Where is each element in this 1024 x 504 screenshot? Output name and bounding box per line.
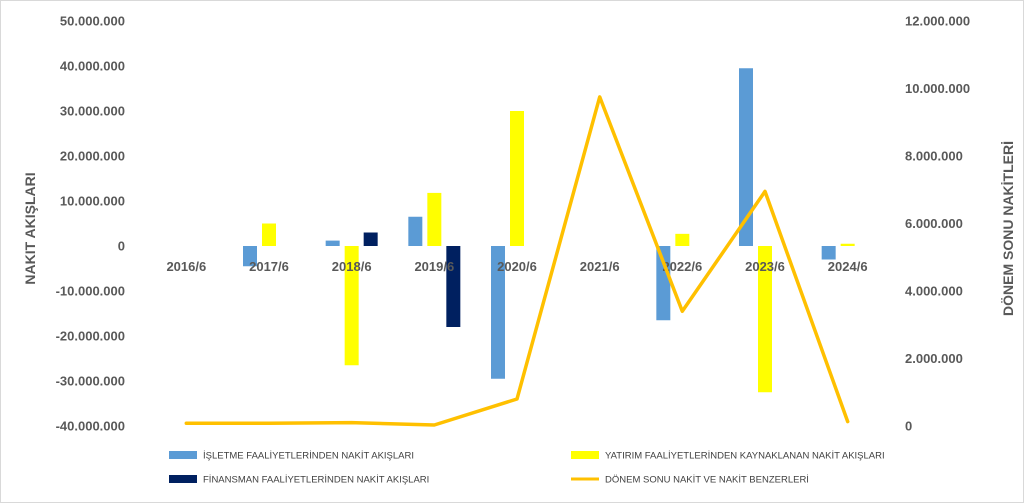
x-tick-label: 2024/6 xyxy=(828,259,868,274)
bar-2023-6-series-1 xyxy=(739,68,753,246)
y-tick-label: 0 xyxy=(118,239,125,254)
y-tick-label: -30.000.000 xyxy=(56,374,125,389)
bar-2024-6-series-1 xyxy=(821,246,836,260)
legend-label: YATIRIM FAALİYETLERİNDEN KAYNAKLANAN NAK… xyxy=(605,451,885,462)
bar-2017-6-series-2 xyxy=(262,223,276,246)
x-tick-label: 2020/6 xyxy=(497,259,537,274)
bar-2023-6-series-2 xyxy=(758,246,772,393)
bar-2024-6-series-2 xyxy=(840,243,855,246)
bar-2020-6-series-1 xyxy=(491,246,505,379)
y-tick-label: 30.000.000 xyxy=(60,104,125,119)
y-axis-title: NAKIT AKIŞLARI xyxy=(22,172,38,284)
y-tick-label: 20.000.000 xyxy=(60,149,125,164)
legend-swatch xyxy=(169,451,197,459)
y2-tick-label: 10.000.000 xyxy=(905,81,970,96)
line-donem-sonu-nakit xyxy=(184,95,850,427)
legend-label: DÖNEM SONU NAKİT VE NAKİT BENZERLERİ xyxy=(605,475,809,486)
x-tick-label: 2021/6 xyxy=(580,259,620,274)
y-tick-label: 50.000.000 xyxy=(60,14,125,29)
legend-label: İŞLETME FAALİYETLERİNDEN NAKİT AKIŞLARI xyxy=(203,451,414,462)
y-tick-label: 40.000.000 xyxy=(60,59,125,74)
x-tick-label: 2023/6 xyxy=(745,259,785,274)
y2-tick-label: 8.000.000 xyxy=(905,149,963,164)
y2-tick-label: 0 xyxy=(905,419,912,434)
bar-2022-6-series-2 xyxy=(675,233,690,246)
x-tick-label: 2018/6 xyxy=(332,259,372,274)
x-tick-label: 2019/6 xyxy=(414,259,454,274)
x-tick-label: 2017/6 xyxy=(249,259,289,274)
bar-2019-6-series-2 xyxy=(427,192,442,246)
bar-2022-6-series-1 xyxy=(656,246,671,321)
y-tick-label: 10.000.000 xyxy=(60,194,125,209)
x-tick-label: 2022/6 xyxy=(662,259,702,274)
y2-axis-title: DÖNEM SONU NAKİTLERİ xyxy=(1000,141,1016,316)
bar-2020-6-series-2 xyxy=(510,111,524,246)
bar-2017-6-series-1 xyxy=(243,246,257,267)
legend-label: FİNANSMAN FAALİYETLERİNDEN NAKİT AKIŞLAR… xyxy=(203,475,429,486)
bar-2018-6-series-3 xyxy=(363,232,378,246)
legend-swatch xyxy=(169,475,197,483)
x-tick-label: 2016/6 xyxy=(166,259,206,274)
y-tick-label: -10.000.000 xyxy=(56,284,125,299)
y2-tick-label: 4.000.000 xyxy=(905,284,963,299)
bar-2019-6-series-3 xyxy=(446,246,461,327)
y2-tick-label: 6.000.000 xyxy=(905,216,963,231)
y-tick-label: -20.000.000 xyxy=(56,329,125,344)
bar-2019-6-series-1 xyxy=(408,216,423,246)
bar-2018-6-series-2 xyxy=(344,246,359,366)
y2-tick-label: 12.000.000 xyxy=(905,14,970,29)
legend-swatch xyxy=(571,451,599,459)
bar-2018-6-series-1 xyxy=(325,240,340,246)
y-tick-label: -40.000.000 xyxy=(56,419,125,434)
y2-tick-label: 2.000.000 xyxy=(905,351,963,366)
